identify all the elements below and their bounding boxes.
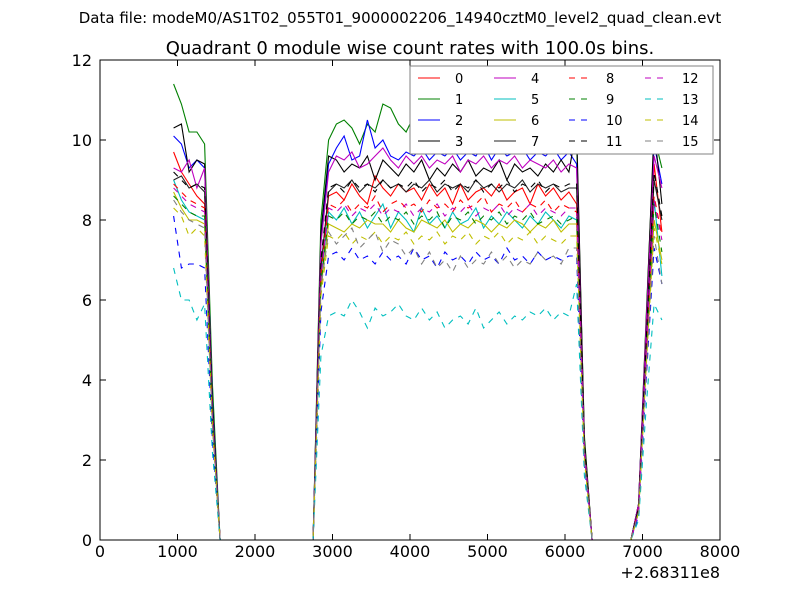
series-line-0	[173, 151, 663, 540]
y-tick-label: 10	[72, 131, 92, 150]
x-tick-label: 1000	[157, 542, 198, 561]
legend-label-14: 14	[682, 114, 699, 129]
chart-title: Quadrant 0 module wise count rates with …	[166, 38, 655, 59]
y-tick-label: 4	[82, 371, 92, 390]
x-tick-label: 8000	[700, 542, 741, 561]
plot-area: 0 1000 2000 3000 4000 5000 6000 7000 80000246810…	[72, 51, 741, 561]
legend-label-7: 7	[531, 135, 539, 150]
series-line-10	[173, 215, 663, 540]
legend-label-5: 5	[531, 93, 539, 108]
legend-box	[409, 65, 714, 155]
legend-label-13: 13	[682, 93, 699, 108]
chart-suptitle: Data file: modeM0/AS1T02_055T01_90000022…	[79, 9, 722, 28]
legend-label-3: 3	[455, 135, 463, 150]
series-line-5	[173, 179, 663, 540]
legend-label-4: 4	[531, 72, 539, 87]
x-tick-label: 4000	[390, 542, 431, 561]
series-line-13	[173, 267, 663, 540]
legend-label-15: 15	[682, 135, 699, 150]
series-line-2	[173, 119, 663, 540]
legend-label-1: 1	[455, 93, 463, 108]
x-tick-label: 0	[95, 542, 105, 561]
x-tick-label: 5000	[467, 542, 508, 561]
legend-label-8: 8	[606, 72, 614, 87]
y-tick-label: 12	[72, 51, 92, 70]
series-line-3	[173, 123, 663, 540]
legend-label-2: 2	[455, 114, 463, 129]
x-tick-label: 3000	[312, 542, 353, 561]
legend-label-11: 11	[606, 135, 623, 150]
y-tick-label: 6	[82, 291, 92, 310]
legend-label-10: 10	[606, 114, 623, 129]
x-tick-label: 2000	[235, 542, 276, 561]
legend-label-6: 6	[531, 114, 539, 129]
x-tick-label: 7000	[622, 542, 663, 561]
x-tick-label: 6000	[545, 542, 586, 561]
legend-label-9: 9	[606, 93, 614, 108]
y-tick-label: 2	[82, 451, 92, 470]
series-line-11	[173, 171, 663, 540]
y-tick-label: 0	[82, 531, 92, 550]
series-line-7	[173, 175, 663, 540]
series-line-15	[173, 199, 663, 540]
series-line-4	[173, 147, 663, 540]
x-offset-label: +2.68311e8	[620, 563, 720, 582]
y-tick-label: 8	[82, 211, 92, 230]
legend-label-12: 12	[682, 72, 699, 87]
legend-label-0: 0	[455, 72, 463, 87]
